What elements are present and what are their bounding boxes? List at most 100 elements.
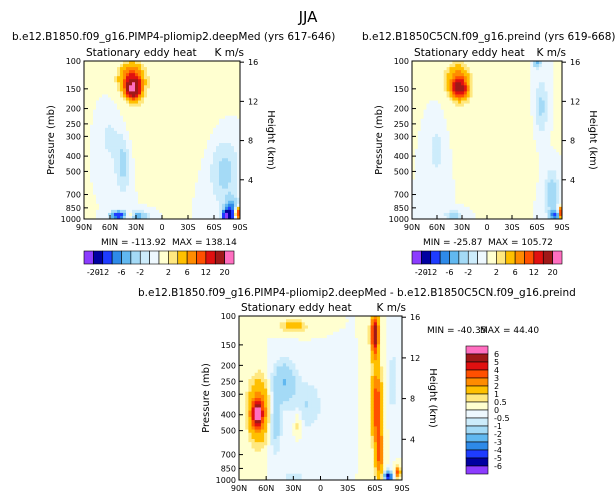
- contour-cell: [222, 203, 226, 208]
- contour-cell: [180, 215, 184, 220]
- contour-cell: [156, 64, 160, 68]
- contour-cell: [412, 103, 416, 107]
- contour-cell: [129, 140, 133, 144]
- contour-cell: [492, 176, 497, 180]
- contour-cell: [521, 115, 525, 120]
- contour-cell: [87, 185, 91, 190]
- contour-cell: [108, 61, 112, 65]
- contour-cell: [504, 61, 508, 65]
- contour-cell: [219, 158, 223, 162]
- contour-cell: [521, 100, 525, 104]
- contour-cell: [168, 200, 172, 205]
- contour-cell: [515, 82, 520, 86]
- contour-cell: [412, 179, 416, 183]
- contour-cell: [518, 188, 523, 193]
- contour-cell: [96, 215, 100, 220]
- contour-cell: [123, 185, 127, 190]
- contour-cell: [108, 158, 112, 162]
- contour-cell: [527, 136, 531, 141]
- contour-cell: [463, 97, 468, 101]
- contour-cell: [165, 124, 169, 129]
- contour-cell: [237, 215, 241, 220]
- contour-cell: [213, 91, 217, 95]
- contour-cell: [463, 79, 468, 83]
- contour-cell: [144, 191, 148, 196]
- contour-cell: [126, 161, 130, 165]
- contour-cell: [150, 161, 154, 165]
- contour-cell: [234, 179, 238, 183]
- contour-cell: [423, 103, 427, 107]
- contour-cell: [117, 136, 121, 141]
- contour-cell: [114, 197, 118, 202]
- contour-cell: [237, 179, 241, 183]
- contour-cell: [183, 158, 187, 162]
- contour-cell: [466, 173, 471, 177]
- contour-cell: [475, 209, 479, 214]
- contour-cell: [204, 161, 208, 165]
- contour-cell: [222, 161, 226, 165]
- contour-cell: [198, 76, 202, 80]
- contour-cell: [504, 167, 508, 171]
- contour-cell: [475, 194, 479, 199]
- contour-cell: [147, 215, 151, 220]
- contour-cell: [472, 209, 476, 214]
- contour-cell: [204, 85, 208, 89]
- contour-cell: [435, 191, 439, 196]
- contour-cell: [168, 85, 172, 89]
- y2-axis-label: Height (km): [265, 110, 276, 170]
- contour-cell: [171, 191, 175, 196]
- contour-cell: [455, 61, 459, 65]
- contour-cell: [437, 143, 442, 147]
- contour-cell: [195, 158, 199, 162]
- contour-cell: [183, 76, 187, 80]
- contour-cell: [192, 67, 196, 71]
- contour-cell: [414, 103, 419, 107]
- contour-cell: [210, 118, 214, 123]
- contour-cell: [132, 70, 136, 74]
- contour-cell: [177, 212, 181, 217]
- contour-cell: [183, 133, 187, 138]
- contour-cell: [150, 185, 154, 190]
- contour-cell: [207, 103, 211, 107]
- contour-cell: [159, 212, 163, 217]
- contour-cell: [521, 133, 525, 138]
- contour-cell: [469, 133, 473, 138]
- contour-cell: [530, 124, 534, 129]
- contour-cell: [504, 200, 508, 205]
- contour-cell: [114, 140, 118, 144]
- contour-cell: [96, 130, 100, 135]
- contour-cell: [171, 76, 175, 80]
- contour-cell: [487, 64, 491, 68]
- contour-cell: [147, 67, 151, 71]
- contour-cell: [96, 67, 100, 71]
- contour-cell: [84, 173, 88, 177]
- contour-cell: [452, 155, 456, 159]
- contour-cell: [455, 79, 459, 83]
- contour-cell: [183, 176, 187, 180]
- contour-cell: [96, 85, 100, 89]
- contour-cell: [423, 212, 427, 217]
- contour-cell: [449, 130, 453, 135]
- contour-cell: [207, 106, 211, 111]
- contour-cell: [120, 140, 124, 144]
- contour-cell: [210, 124, 214, 129]
- contour-cell: [219, 70, 223, 74]
- contour-cell: [204, 100, 208, 104]
- contour-cell: [90, 173, 94, 177]
- contour-cell: [228, 112, 232, 117]
- contour-cell: [201, 185, 205, 190]
- contour-cell: [420, 103, 424, 107]
- contour-cell: [210, 73, 214, 77]
- contour-cell: [225, 206, 229, 211]
- contour-cell: [492, 82, 497, 86]
- contour-cell: [463, 191, 468, 196]
- contour-cell: [521, 191, 525, 196]
- contour-cell: [510, 112, 514, 117]
- contour-cell: [129, 143, 133, 147]
- contour-cell: [466, 176, 471, 180]
- contour-cell: [195, 73, 199, 77]
- contour-cell: [93, 152, 97, 156]
- contour-cell: [466, 118, 471, 123]
- contour-cell: [228, 115, 232, 120]
- contour-cell: [515, 191, 520, 196]
